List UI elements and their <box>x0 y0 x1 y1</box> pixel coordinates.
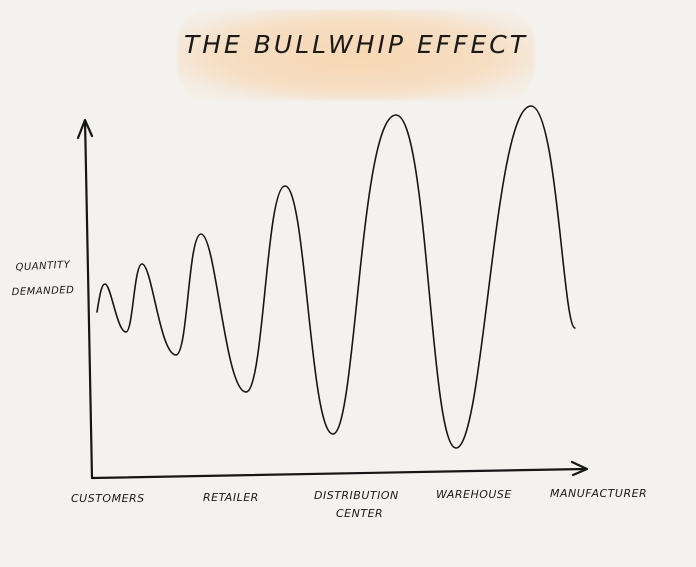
x-stage-distribution-center-line2: Center <box>336 507 384 520</box>
x-stage-warehouse: Warehouse <box>436 488 512 501</box>
title-highlight <box>178 10 534 100</box>
x-stage-customers: Customers <box>71 492 145 505</box>
x-stage-retailer: Retailer <box>203 491 259 504</box>
x-axis-arrow <box>570 460 589 477</box>
x-stage-distribution-center-line1: Distribution <box>314 489 399 502</box>
y-axis <box>83 120 94 480</box>
diagram-title: The Bullwhip Effect <box>183 30 529 59</box>
demand-wave <box>96 105 576 449</box>
x-axis <box>90 467 587 480</box>
y-axis-arrow <box>76 118 94 140</box>
x-stage-manufacturer: Manufacturer <box>550 487 648 500</box>
